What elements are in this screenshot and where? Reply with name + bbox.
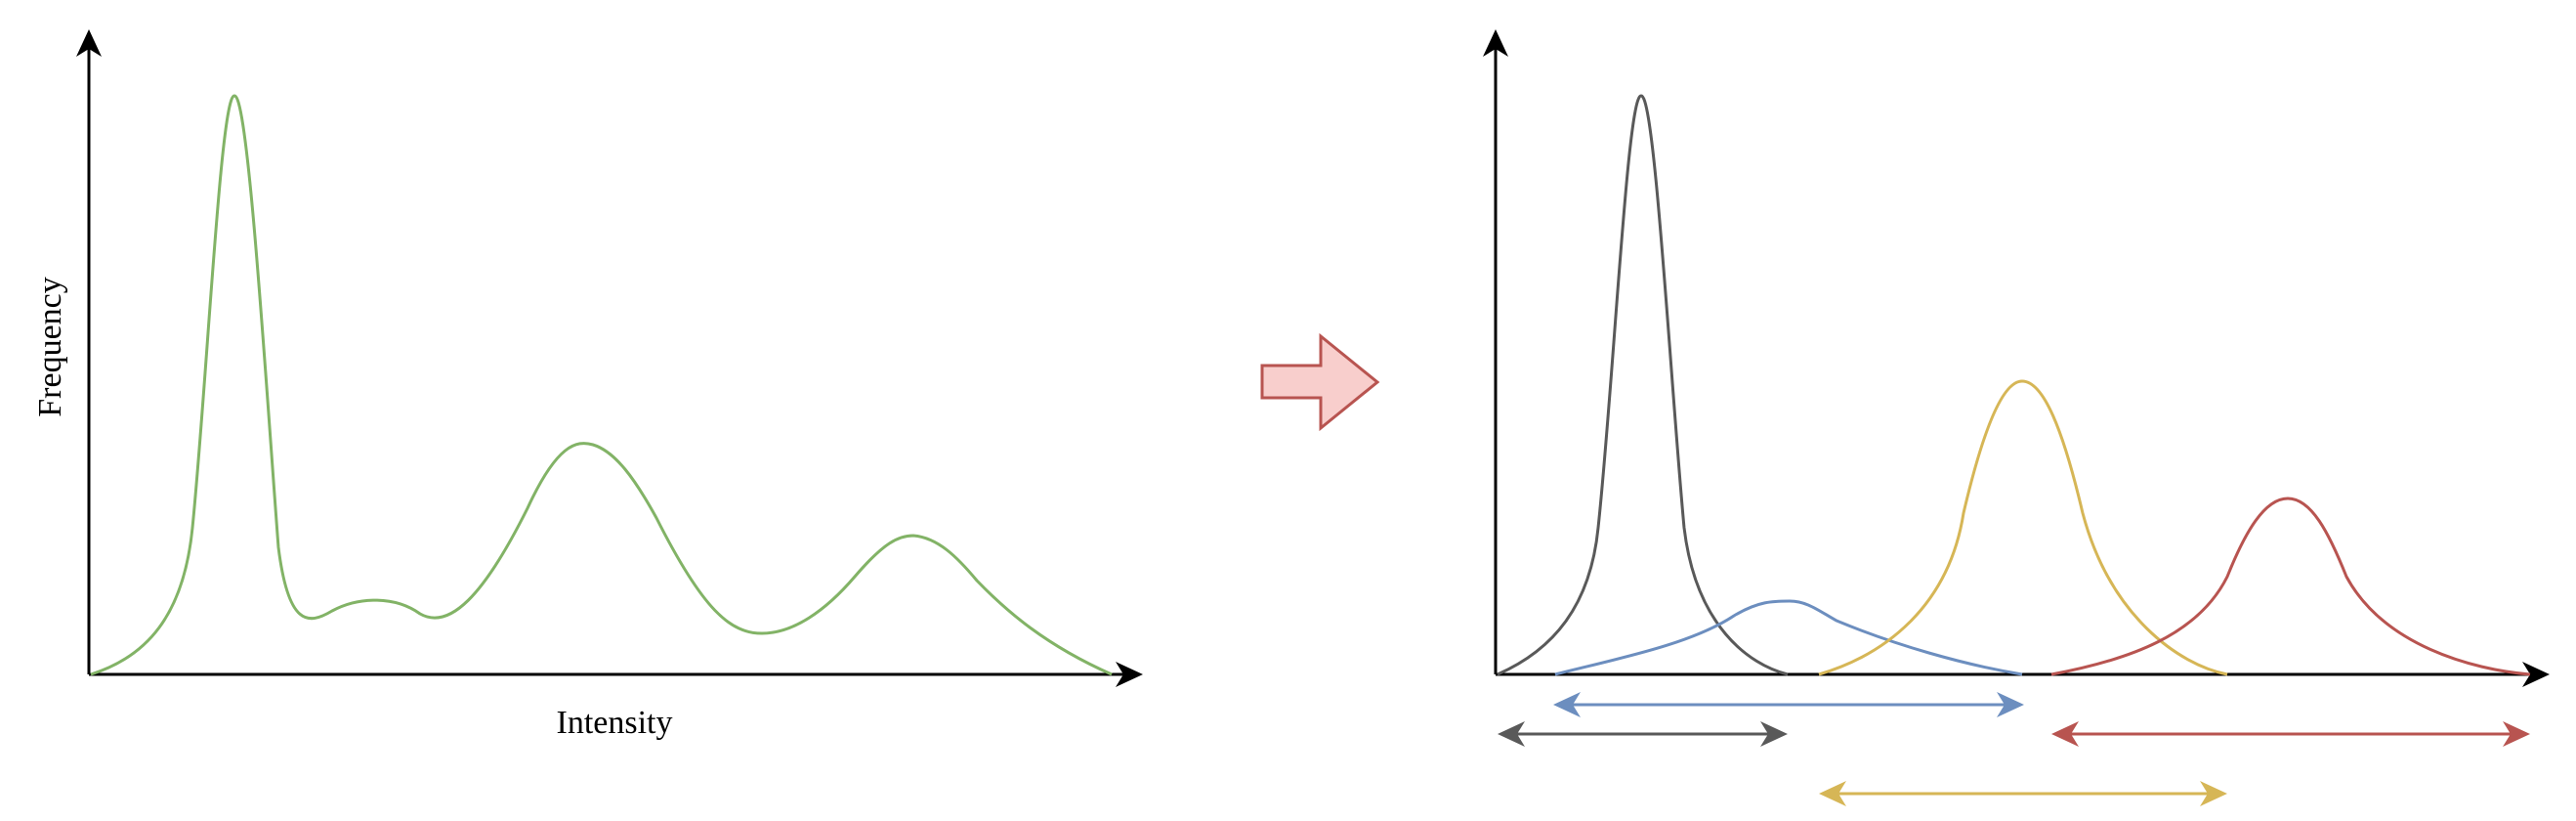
right-decomposition-panel <box>1483 29 2550 806</box>
intensity-histogram-curve <box>90 94 1113 676</box>
left-y-axis-arrowhead <box>76 29 102 57</box>
gray-component-curve <box>1497 94 1789 676</box>
transition-arrow <box>1260 332 1380 432</box>
right-x-axis-arrowhead <box>2522 662 2550 687</box>
right-y-axis-arrowhead <box>1483 29 1508 57</box>
red-component-curve <box>2050 497 2531 676</box>
blue-component-curve <box>1554 599 2023 676</box>
red-range-arrow <box>2051 721 2530 747</box>
yellow-range-arrow <box>1819 781 2227 806</box>
left-y-axis-label: Frequency <box>32 277 68 417</box>
yellow-component-curve <box>1818 379 2228 676</box>
gray-range-arrow <box>1498 721 1788 747</box>
left-x-axis-arrowhead <box>1116 662 1143 687</box>
blue-range-arrow <box>1553 692 2024 717</box>
left-histogram-panel: Frequency Intensity <box>32 29 1143 741</box>
left-x-axis-label: Intensity <box>557 705 673 741</box>
